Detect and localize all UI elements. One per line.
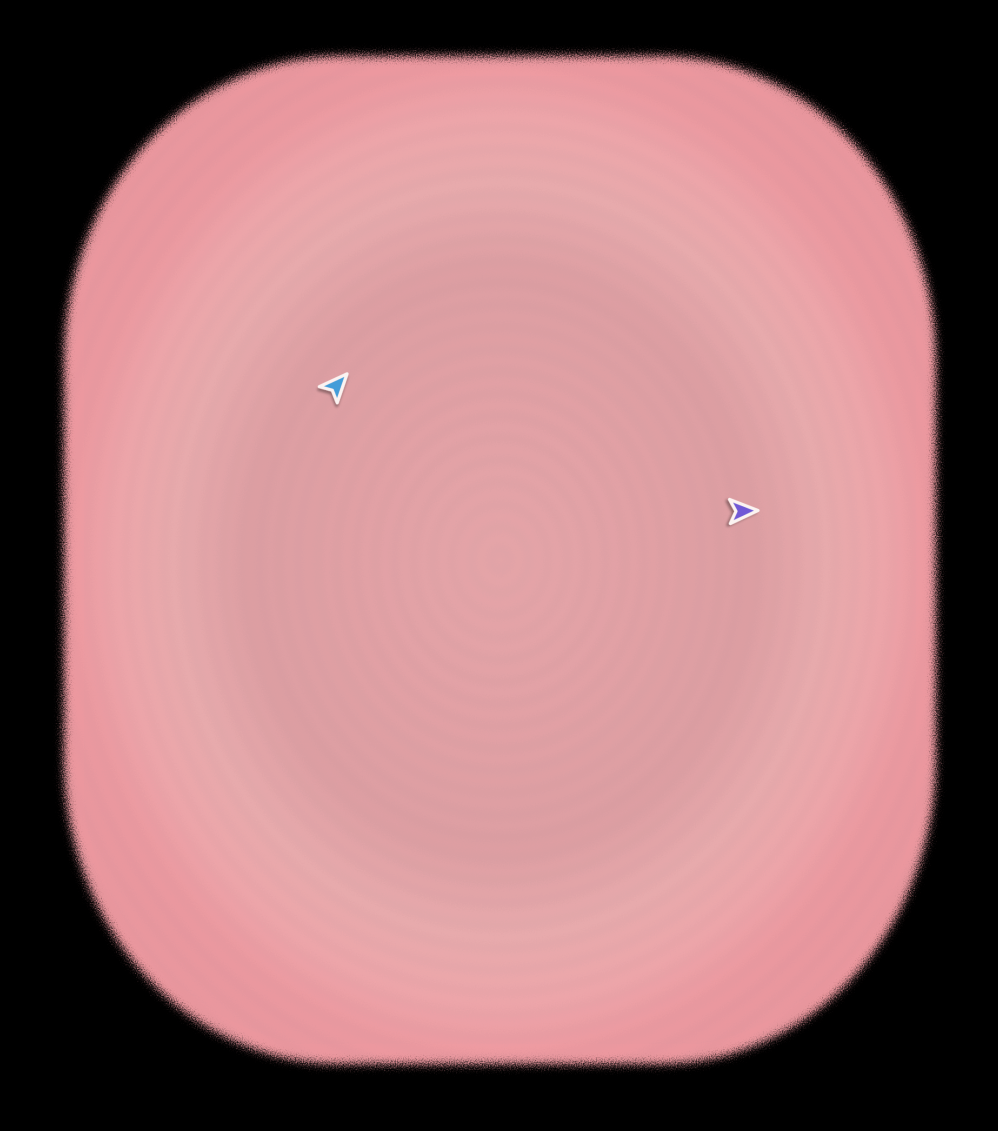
blob-grain-overlay <box>84 76 916 1044</box>
remote-cursor-blue <box>317 372 349 405</box>
cursor-arrow-icon <box>727 497 760 526</box>
cursor-arrow-icon <box>317 372 349 405</box>
remote-cursor-purple <box>727 497 760 526</box>
